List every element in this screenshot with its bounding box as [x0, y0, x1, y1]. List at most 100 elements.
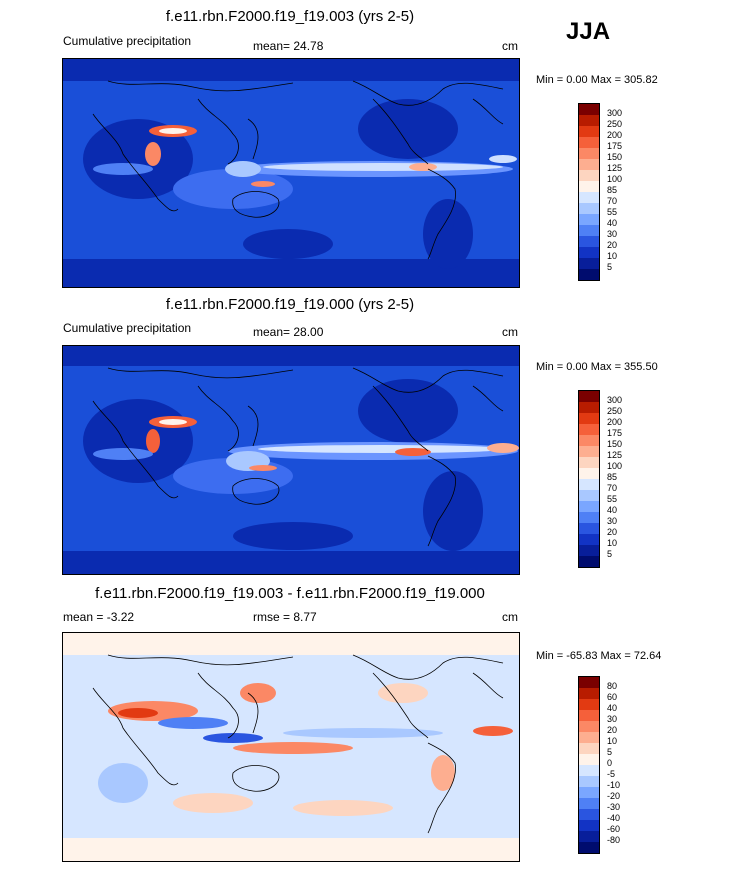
panel2-colorbar-tick: 85 [607, 472, 618, 482]
panel3-colorbar-tick: -5 [607, 769, 616, 779]
panel1-colorbar-tick: 300 [607, 108, 623, 118]
colorbar-swatch [579, 699, 599, 710]
colorbar-swatch [579, 787, 599, 798]
panel2-colorbar-tick: 70 [607, 483, 618, 493]
panel3-colorbar-tick: -10 [607, 780, 621, 790]
panel3-colorbar-tick: 40 [607, 703, 618, 713]
season-label: JJA [566, 18, 611, 45]
colorbar-swatch [579, 269, 599, 280]
panel1-colorbar-tick: 175 [607, 141, 623, 151]
colorbar-swatch [579, 820, 599, 831]
colorbar-swatch [579, 776, 599, 787]
panel3-colorbar-tick: -20 [607, 791, 621, 801]
panel2-colorbar-tick: 20 [607, 527, 618, 537]
colorbar-swatch [579, 159, 599, 170]
colorbar-swatch [579, 688, 599, 699]
panel1-mean-label: mean= 24.78 [253, 39, 324, 53]
colorbar-swatch [579, 203, 599, 214]
panel3-colorbar-tick: 5 [607, 747, 613, 757]
panel3-diff-field [63, 633, 519, 861]
panel3-colorbar-tick: 10 [607, 736, 618, 746]
panel2-title: f.e11.rbn.F2000.f19_f19.000 (yrs 2-5) [165, 296, 415, 313]
colorbar-swatch [579, 126, 599, 137]
panel1-unit-label: cm [502, 39, 518, 53]
panel1-colorbar-tick: 10 [607, 251, 618, 261]
colorbar-swatch [579, 732, 599, 743]
panel3-minmax: Min = -65.83 Max = 72.64 [536, 650, 662, 662]
panel2-colorbar-tick: 175 [607, 428, 623, 438]
colorbar-swatch [579, 523, 599, 534]
colorbar-swatch [579, 435, 599, 446]
panel1-colorbar-tick: 30 [607, 229, 618, 239]
colorbar-swatch [579, 809, 599, 820]
colorbar-swatch [579, 104, 599, 115]
colorbar-swatch [579, 424, 599, 435]
panel1-colorbar-tick: 100 [607, 174, 623, 184]
panel1-colorbar-tick: 55 [607, 207, 618, 217]
panel3-map [62, 632, 520, 862]
panel2-precip-field [63, 346, 519, 574]
colorbar-swatch [579, 765, 599, 776]
panel2-colorbar-tick: 30 [607, 516, 618, 526]
panel3-colorbar-tick: -40 [607, 813, 621, 823]
panel2-colorbar-tick: 100 [607, 461, 623, 471]
colorbar-swatch [579, 115, 599, 126]
panel1-colorbar-tick: 70 [607, 196, 618, 206]
colorbar-swatch [579, 181, 599, 192]
colorbar-swatch [579, 479, 599, 490]
panel3-colorbar-tick: 30 [607, 714, 618, 724]
colorbar-swatch [579, 556, 599, 567]
colorbar-swatch [579, 743, 599, 754]
panel3-colorbar-tick: 20 [607, 725, 618, 735]
panel1-map [62, 58, 520, 288]
colorbar-swatch [579, 754, 599, 765]
colorbar-swatch [579, 501, 599, 512]
colorbar-swatch [579, 831, 599, 842]
panel2-colorbar-tick: 10 [607, 538, 618, 548]
colorbar-swatch [579, 710, 599, 721]
panel2-colorbar-tick: 40 [607, 505, 618, 515]
panel1-title: f.e11.rbn.F2000.f19_f19.003 (yrs 2-5) [165, 8, 415, 25]
colorbar-swatch [579, 192, 599, 203]
panel1-left-label: Cumulative precipitation [63, 34, 192, 48]
colorbar-swatch [579, 512, 599, 523]
colorbar-swatch [579, 258, 599, 269]
colorbar-swatch [579, 468, 599, 479]
panel3-title: f.e11.rbn.F2000.f19_f19.003 - f.e11.rbn.… [95, 585, 485, 602]
panel1-colorbar [578, 103, 600, 281]
panel3-left-label: mean = -3.22 [63, 610, 135, 624]
panel2-colorbar-tick: 125 [607, 450, 623, 460]
colorbar-swatch [579, 225, 599, 236]
panel2-minmax: Min = 0.00 Max = 355.50 [536, 361, 658, 373]
panel1-colorbar-tick: 125 [607, 163, 623, 173]
panel1-colorbar-tick: 85 [607, 185, 618, 195]
panel1-minmax: Min = 0.00 Max = 305.82 [536, 74, 658, 86]
panel2-colorbar-tick: 200 [607, 417, 623, 427]
panel1-precip-field [63, 59, 519, 287]
panel2-colorbar-tick: 300 [607, 395, 623, 405]
panel3-unit-label: cm [502, 610, 518, 624]
panel3-colorbar-tick: 60 [607, 692, 618, 702]
panel2-colorbar-tick: 5 [607, 549, 613, 559]
panel2-colorbar-tick: 150 [607, 439, 623, 449]
colorbar-swatch [579, 545, 599, 556]
colorbar-swatch [579, 236, 599, 247]
colorbar-swatch [579, 247, 599, 258]
panel1-colorbar-tick: 5 [607, 262, 613, 272]
colorbar-swatch [579, 534, 599, 545]
panel1-colorbar-tick: 20 [607, 240, 618, 250]
panel3-mean-label: rmse = 8.77 [253, 610, 317, 624]
colorbar-swatch [579, 677, 599, 688]
panel1-colorbar-tick: 40 [607, 218, 618, 228]
panel3-colorbar [578, 676, 600, 854]
colorbar-swatch [579, 137, 599, 148]
panel3-colorbar-tick: 0 [607, 758, 613, 768]
panel2-left-label: Cumulative precipitation [63, 321, 192, 335]
panel2-mean-label: mean= 28.00 [253, 325, 324, 339]
colorbar-swatch [579, 402, 599, 413]
colorbar-swatch [579, 170, 599, 181]
panel3-colorbar-tick: 80 [607, 681, 618, 691]
panel2-colorbar [578, 390, 600, 568]
colorbar-swatch [579, 148, 599, 159]
panel3-colorbar-tick: -30 [607, 802, 621, 812]
